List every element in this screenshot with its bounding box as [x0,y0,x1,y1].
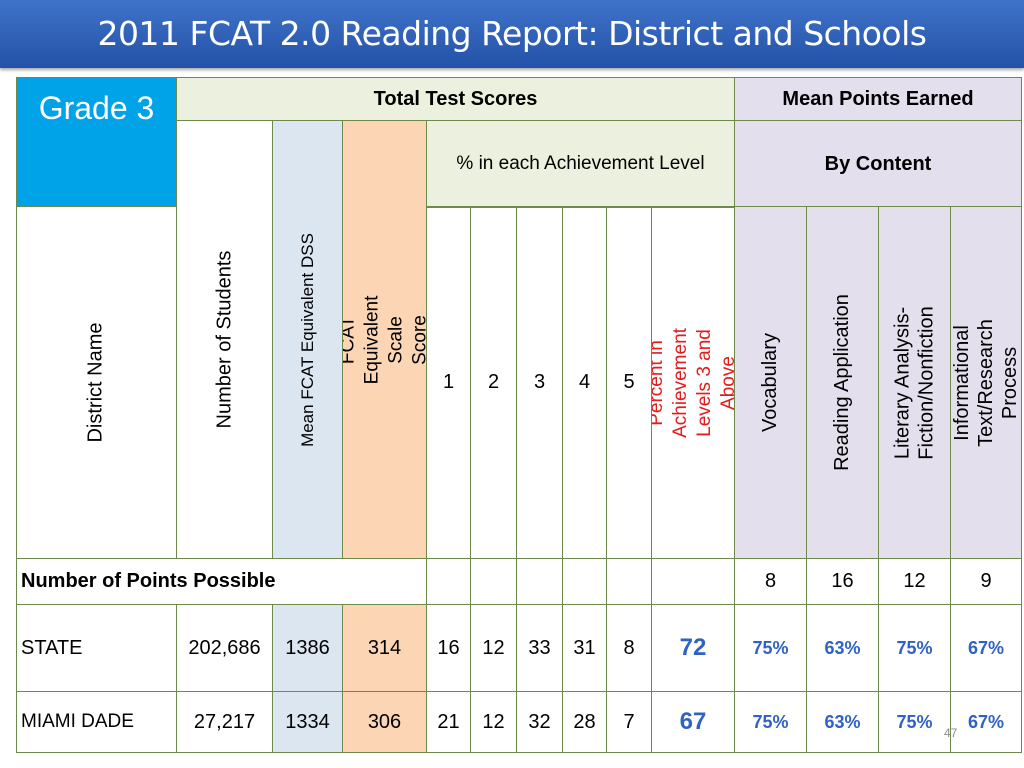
slide-title: 2011 FCAT 2.0 Reading Report: District a… [97,14,927,53]
informational-text-header: Informational Text/Research Process [950,206,1022,559]
state-dss: 1386 [272,604,343,692]
number-of-students-header: Number of Students [176,120,273,559]
state-level-1: 16 [426,604,471,692]
state-informational-text: 67% [950,604,1022,692]
miami-dade-vocabulary: 75% [734,691,807,753]
level-5-header: 5 [606,206,652,559]
points-vocabulary: 8 [734,558,807,605]
mean-scale-score-label: Mean FCAT Equivalent Scale Score (100-50… [342,295,427,384]
informational-text-label: Informational Text/Research Process [951,318,1021,447]
state-percent-level-3-above: 72 [651,604,735,692]
state-level-2: 12 [470,604,517,692]
empty-cell [562,558,607,605]
miami-dade-dss: 1334 [272,691,343,753]
state-reading-application: 63% [806,604,879,692]
state-vocabulary: 75% [734,604,807,692]
level-2-header: 2 [470,206,517,559]
miami-dade-reading-application: 63% [806,691,879,753]
miami-dade-literary-analysis: 75% [878,691,951,753]
table-row-state-name: STATE [16,604,177,692]
empty-cell [426,558,471,605]
miami-dade-percent-level-3-above: 67 [651,691,735,753]
points-reading-application: 16 [806,558,879,605]
miami-dade-scale-score: 306 [342,691,427,753]
percent-level-3-above-label: Percent in Achievement Levels 3 and Abov… [651,327,735,438]
reading-application-header: Reading Application [806,206,879,559]
district-name-header: District Name [16,206,177,559]
level-1-header: 1 [426,206,471,559]
mean-points-earned-header: Mean Points Earned [734,77,1022,121]
state-students: 202,686 [176,604,273,692]
level-3-header: 3 [516,206,563,559]
vocabulary-header: Vocabulary [734,206,807,559]
empty-cell [470,558,517,605]
mean-dss-header: Mean FCAT Equivalent DSS [272,120,343,559]
miami-dade-level-2: 12 [470,691,517,753]
empty-cell [516,558,563,605]
level-4-header: 4 [562,206,607,559]
mean-scale-score-header: Mean FCAT Equivalent Scale Score (100-50… [342,120,427,559]
miami-dade-level-1: 21 [426,691,471,753]
points-informational-text: 9 [950,558,1022,605]
miami-dade-level-3: 32 [516,691,563,753]
state-level-3: 33 [516,604,563,692]
title-bar [0,0,1024,68]
page-number: 47 [944,726,958,740]
achievement-level-header: % in each Achievement Level [426,120,735,208]
points-possible-label: Number of Points Possible [16,558,427,605]
district-name-label: District Name [84,322,107,443]
table-row-miami-dade-name: MIAMI DADE [16,691,177,753]
state-scale-score: 314 [342,604,427,692]
number-of-students-label: Number of Students [213,250,235,429]
reading-application-label: Reading Application [831,294,854,471]
miami-dade-students: 27,217 [176,691,273,753]
state-level-5: 8 [606,604,652,692]
mean-dss-label: Mean FCAT Equivalent DSS [297,232,317,447]
empty-cell [651,558,735,605]
total-test-scores-header: Total Test Scores [176,77,735,121]
grade-label: Grade 3 [16,77,177,207]
percent-level-3-above-header: Percent in Achievement Levels 3 and Abov… [651,206,735,559]
miami-dade-informational-text: 67% [950,691,1022,753]
miami-dade-level-5: 7 [606,691,652,753]
miami-dade-level-4: 28 [562,691,607,753]
state-level-4: 31 [562,604,607,692]
empty-cell [606,558,652,605]
literary-analysis-label: Literary Analysis-Fiction/Nonfiction [891,305,938,460]
by-content-header: By Content [734,120,1022,208]
state-literary-analysis: 75% [878,604,951,692]
vocabulary-label: Vocabulary [759,333,781,432]
literary-analysis-header: Literary Analysis-Fiction/Nonfiction [878,206,951,559]
points-literary-analysis: 12 [878,558,951,605]
